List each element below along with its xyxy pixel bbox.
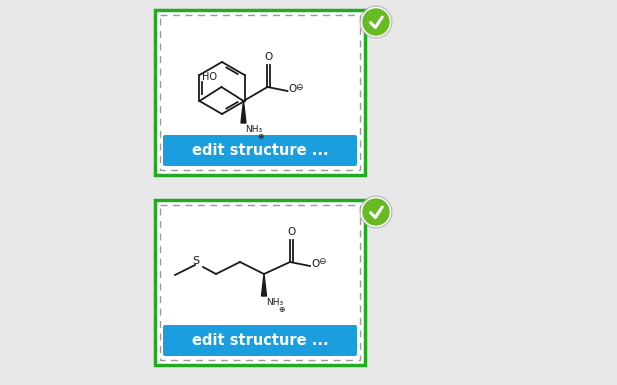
FancyBboxPatch shape [155,200,365,365]
FancyBboxPatch shape [163,325,357,356]
Text: ⊖: ⊖ [296,82,303,92]
Circle shape [363,199,389,225]
FancyBboxPatch shape [163,135,357,166]
Circle shape [360,196,392,228]
Circle shape [362,198,391,226]
Text: S: S [193,256,199,266]
Circle shape [363,9,389,35]
Text: O: O [265,52,273,62]
Text: edit structure ...: edit structure ... [192,333,328,348]
Circle shape [362,7,391,37]
Text: O: O [311,259,319,269]
Text: ⊖: ⊖ [318,258,326,266]
FancyBboxPatch shape [155,10,365,175]
Text: NH₃: NH₃ [266,298,283,307]
Text: edit structure ...: edit structure ... [192,143,328,158]
Text: O: O [289,84,297,94]
Text: NH₃: NH₃ [246,125,263,134]
Text: O: O [288,227,296,237]
Text: HO: HO [202,72,217,82]
Circle shape [360,6,392,38]
Polygon shape [241,101,246,123]
Polygon shape [262,274,267,296]
Bar [160,205,360,360]
Text: ⊕: ⊕ [278,305,284,314]
Bar [160,15,360,170]
Text: ⊕: ⊕ [257,132,264,141]
